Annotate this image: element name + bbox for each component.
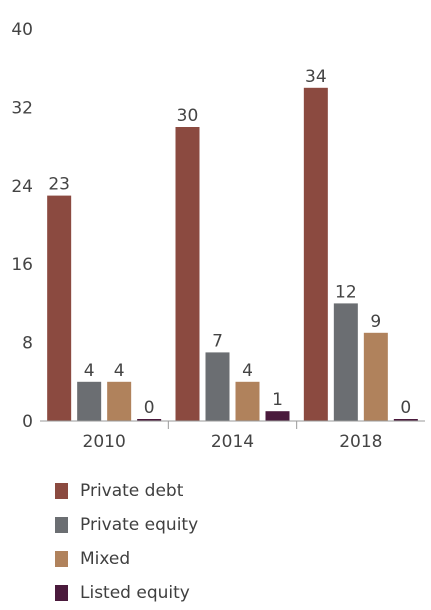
- y-tick-label: 16: [11, 255, 33, 275]
- x-tick-label: 2010: [83, 432, 126, 452]
- legend-swatch: [55, 517, 68, 533]
- bar: [137, 419, 162, 421]
- legend-label: Listed equity: [80, 583, 190, 603]
- legend-item: Listed equity: [55, 576, 198, 610]
- data-label: 23: [48, 175, 70, 195]
- legend-label: Mixed: [80, 549, 131, 569]
- data-label: 4: [242, 361, 253, 381]
- y-tick-label: 24: [11, 177, 33, 197]
- legend-swatch: [55, 551, 68, 567]
- data-label: 34: [305, 67, 327, 87]
- legend: Private debt Private equity Mixed Listed eq…: [55, 474, 198, 610]
- bar: [265, 411, 290, 421]
- data-label: 0: [144, 398, 155, 418]
- bar: [175, 127, 200, 421]
- bar: [303, 87, 328, 422]
- data-label: 12: [335, 282, 357, 302]
- x-tick-label: 2014: [211, 432, 254, 452]
- legend-label: Private debt: [80, 481, 184, 501]
- bar: [393, 419, 418, 421]
- bar: [333, 303, 358, 421]
- x-tick-label: 2018: [339, 432, 382, 452]
- bar: [47, 195, 72, 421]
- bar: [363, 332, 388, 421]
- y-tick-label: 40: [11, 20, 33, 40]
- y-tick-label: 8: [22, 334, 33, 354]
- x-axis: 2010 2014 2018: [40, 420, 425, 452]
- y-axis: 0 8 16 24 32 40: [11, 20, 33, 432]
- legend-label: Private equity: [80, 515, 199, 535]
- data-label: 4: [114, 361, 125, 381]
- data-label: 4: [84, 361, 95, 381]
- data-label: 9: [370, 312, 381, 332]
- legend-item: Mixed: [55, 542, 198, 576]
- legend-swatch: [55, 585, 68, 601]
- data-label: 30: [177, 106, 199, 126]
- bar: [205, 352, 230, 421]
- bar: [107, 381, 132, 421]
- legend-swatch: [55, 483, 68, 499]
- bar: [235, 381, 260, 421]
- y-tick-label: 0: [22, 412, 33, 432]
- data-label: 1: [272, 390, 283, 410]
- data-label: 7: [212, 331, 223, 351]
- y-tick-label: 32: [11, 98, 33, 118]
- legend-item: Private debt: [55, 474, 198, 508]
- bar: [77, 381, 102, 421]
- data-label: 0: [400, 398, 411, 418]
- legend-item: Private equity: [55, 508, 198, 542]
